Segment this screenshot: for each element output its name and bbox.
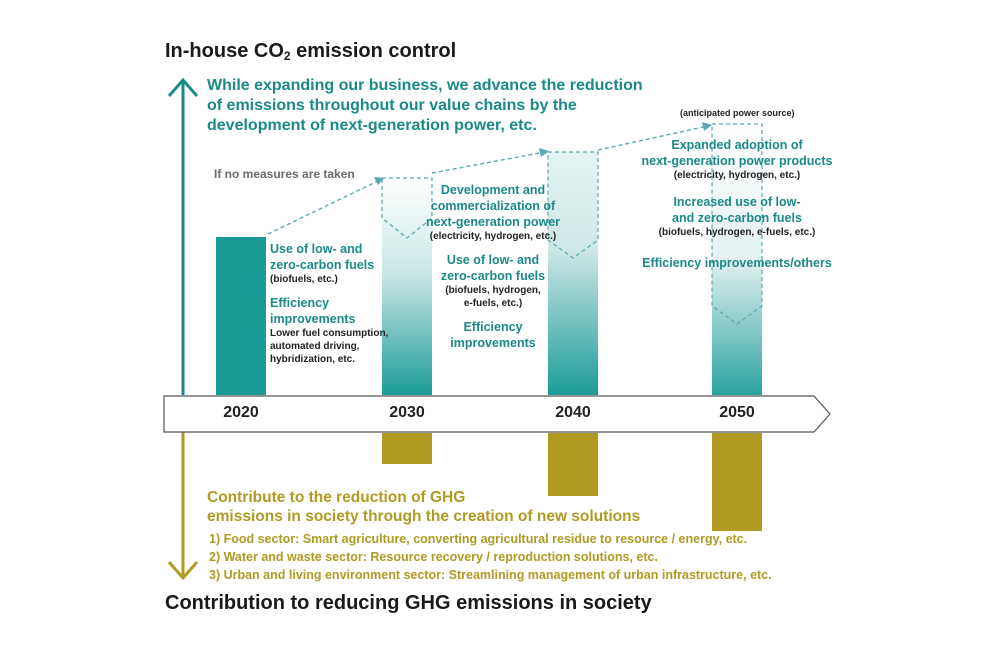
fuels-sub: (biofuels, hydrogen, e-fuels, etc.) <box>420 284 566 310</box>
olive-item-2: 2) Water and waste sector: Resource reco… <box>209 550 658 564</box>
annotation-2030: Development and commercialization of next-… <box>420 182 566 351</box>
year-2040: 2040 <box>543 404 603 422</box>
annotation-2050: Expanded adoption of next-generation powe… <box>627 137 847 271</box>
teal-headline: While expanding our business, we advance… <box>207 76 643 136</box>
year-2050: 2050 <box>707 404 767 422</box>
year-2030: 2030 <box>377 404 437 422</box>
fuels-title: Use of low- and zero-carbon fuels <box>270 241 388 273</box>
bottom-title: Contribution to reducing GHG emissions i… <box>165 592 652 615</box>
fuels-title: Increased use of low-and zero-carbon fue… <box>627 194 847 226</box>
eff-title: Efficiency improvements/others <box>627 255 847 271</box>
eff-title: Efficiency improvements <box>270 295 388 327</box>
olive-down-arrow <box>169 432 197 578</box>
anticipated-label: (anticipated power source) <box>680 107 795 120</box>
olive-headline: Contribute to the reduction of GHG emiss… <box>207 488 640 526</box>
no-measures-label: If no measures are taken <box>214 167 355 181</box>
eff-title: Efficiency improvements <box>420 319 566 351</box>
fuels-title: Use of low- and zero-carbon fuels <box>420 252 566 284</box>
eff-sub: Lower fuel consumption, automated driving… <box>270 327 388 366</box>
teal-up-arrow <box>169 80 197 395</box>
top-title: In-house CO2 emission control <box>165 40 456 63</box>
olive-bar-2040 <box>548 433 598 496</box>
annotation-2020: Use of low- and zero-carbon fuels (biofue… <box>270 241 388 366</box>
adopt-sub: (electricity, hydrogen, etc.) <box>627 169 847 182</box>
year-2020: 2020 <box>211 404 271 422</box>
olive-bar-2050 <box>712 433 762 531</box>
dev-title: Development and commercialization of next-… <box>420 182 566 230</box>
olive-item-1: 1) Food sector: Smart agriculture, conve… <box>209 532 747 546</box>
olive-bar-2030 <box>382 433 432 464</box>
adopt-title: Expanded adoption of next-generation powe… <box>627 137 847 169</box>
dev-sub: (electricity, hydrogen, etc.) <box>420 230 566 243</box>
fuels-sub: (biofuels, etc.) <box>270 273 388 286</box>
bar-2020 <box>216 237 266 395</box>
olive-item-3: 3) Urban and living environment sector: … <box>209 568 772 582</box>
fuels-sub: (biofuels, hydrogen, e-fuels, etc.) <box>627 226 847 239</box>
